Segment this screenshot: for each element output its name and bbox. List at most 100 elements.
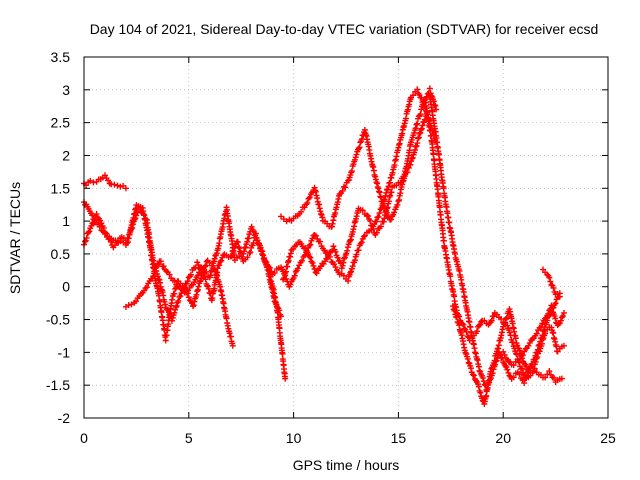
- data-point: [506, 372, 513, 379]
- data-point: [287, 281, 294, 288]
- data-point: [90, 216, 97, 223]
- data-point: [418, 106, 425, 113]
- data-point: [531, 356, 538, 363]
- data-point: [430, 151, 437, 158]
- data-point: [505, 369, 512, 376]
- data-point: [98, 220, 105, 227]
- data-point: [454, 319, 461, 326]
- data-point: [317, 238, 324, 245]
- data-point: [477, 389, 484, 396]
- data-point: [453, 314, 460, 321]
- data-point: [552, 300, 559, 307]
- plot-frame: [83, 56, 609, 419]
- data-point: [154, 262, 161, 269]
- data-point: [416, 130, 423, 137]
- data-point: [143, 284, 150, 291]
- data-point: [204, 282, 211, 289]
- x-tick-label: 15: [391, 430, 407, 446]
- data-point: [535, 342, 542, 349]
- data-point: [365, 213, 372, 220]
- data-point: [165, 309, 172, 316]
- data-point: [512, 335, 519, 342]
- data-point: [401, 173, 408, 180]
- data-point: [247, 249, 254, 256]
- data-point: [194, 272, 201, 279]
- data-point: [388, 216, 395, 223]
- data-point: [541, 327, 548, 334]
- data-point: [533, 330, 540, 337]
- data-point: [312, 232, 319, 239]
- x-axis-ticks: 0 5 10 15 20 25: [80, 57, 616, 446]
- data-point: [344, 244, 351, 251]
- data-point: [342, 184, 349, 191]
- data-point: [271, 269, 278, 276]
- data-point: [375, 213, 382, 220]
- data-point: [87, 177, 94, 184]
- data-point: [367, 217, 374, 224]
- data-point: [310, 262, 317, 269]
- data-point: [558, 375, 565, 382]
- data-point: [345, 277, 352, 284]
- y-tick-label: 3.5: [51, 49, 71, 65]
- data-point: [171, 309, 178, 316]
- data-point: [125, 235, 132, 242]
- data-point: [432, 102, 439, 109]
- data-point: [235, 243, 242, 250]
- data-point: [184, 278, 191, 285]
- data-point: [93, 211, 100, 218]
- chart-title: Day 104 of 2021, Sidereal Day-to-day VTE…: [90, 21, 599, 37]
- data-point: [187, 271, 194, 278]
- data-point: [464, 355, 471, 362]
- data-point: [538, 334, 545, 341]
- data-point: [173, 302, 180, 309]
- data-point: [542, 315, 549, 322]
- data-point: [465, 334, 472, 341]
- data-point: [294, 265, 301, 272]
- data-point: [559, 313, 566, 320]
- data-point: [516, 347, 523, 354]
- data-point: [246, 249, 253, 256]
- data-point: [447, 273, 454, 280]
- data-point: [259, 248, 266, 255]
- data-point: [488, 317, 495, 324]
- data-point: [307, 254, 314, 261]
- data-point: [407, 161, 414, 168]
- data-point: [298, 257, 305, 264]
- data-point: [332, 264, 339, 271]
- data-point: [547, 278, 554, 285]
- data-point: [256, 241, 263, 248]
- data-point: [412, 125, 419, 132]
- data-point: [394, 201, 401, 208]
- data-point: [551, 374, 558, 381]
- data-point: [557, 317, 564, 324]
- data-point: [229, 342, 236, 349]
- data-point: [363, 212, 370, 219]
- data-point: [414, 86, 421, 93]
- data-point: [216, 262, 223, 269]
- data-point: [463, 328, 470, 335]
- y-tick-label: 2.5: [51, 115, 71, 131]
- data-point: [502, 316, 509, 323]
- x-tick-label: 20: [495, 430, 511, 446]
- data-point: [336, 257, 343, 264]
- data-point: [414, 120, 421, 127]
- data-point: [477, 321, 484, 328]
- data-point: [414, 140, 421, 147]
- data-point: [306, 194, 313, 201]
- data-point: [85, 229, 92, 236]
- data-point: [478, 318, 485, 325]
- data-point: [244, 238, 251, 245]
- x-tick-label: 0: [80, 430, 88, 446]
- data-point: [509, 339, 516, 346]
- data-point: [352, 154, 359, 161]
- data-point: [519, 365, 526, 372]
- data-point: [560, 342, 567, 349]
- data-point: [166, 271, 173, 278]
- data-point: [236, 245, 243, 252]
- data-point: [132, 298, 139, 305]
- data-point: [348, 168, 355, 175]
- data-point: [440, 237, 447, 244]
- data-point: [81, 238, 88, 245]
- data-point: [545, 310, 552, 317]
